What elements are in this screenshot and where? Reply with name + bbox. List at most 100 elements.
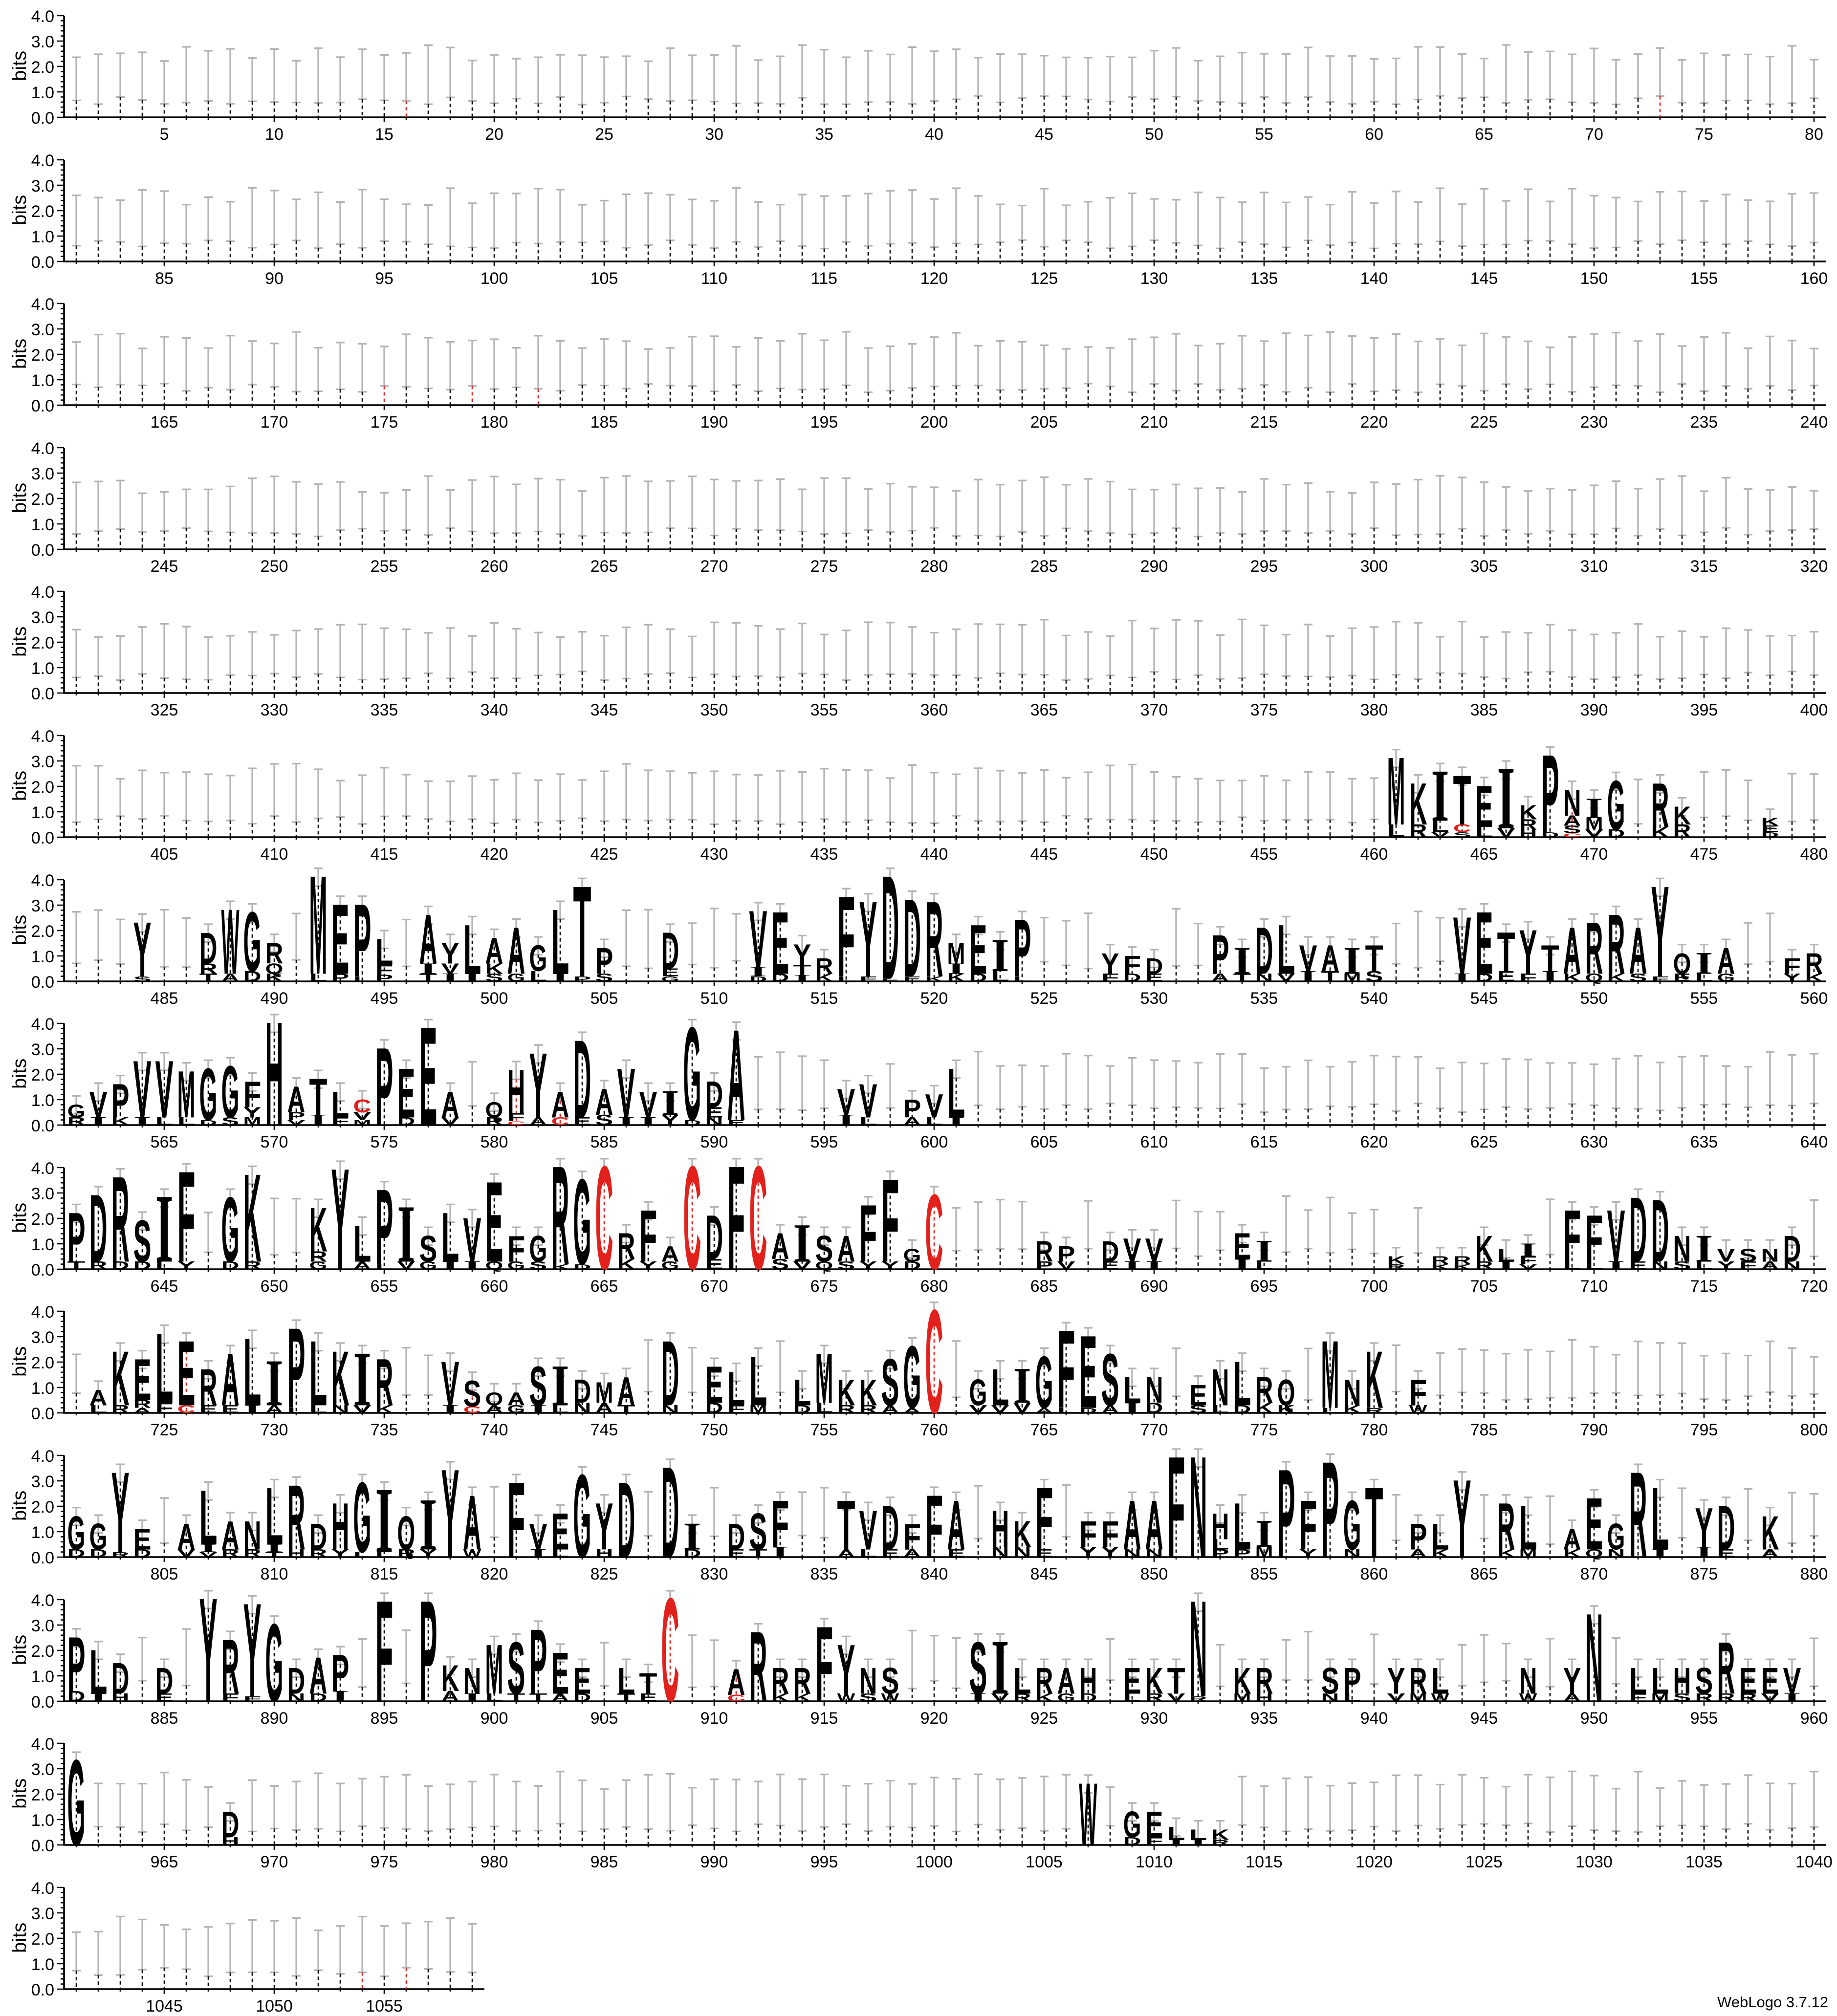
svg-text:85: 85 [155, 269, 174, 288]
svg-text:I: I [265, 1346, 284, 1420]
svg-text:F: F [1123, 951, 1141, 979]
svg-text:G: G [1607, 1516, 1625, 1558]
svg-text:610: 610 [1140, 1133, 1168, 1151]
svg-text:V: V [859, 1074, 877, 1128]
svg-text:D: D [1255, 913, 1273, 988]
svg-text:R: R [1629, 1447, 1647, 1583]
svg-text:985: 985 [590, 1853, 618, 1871]
svg-text:205: 205 [1030, 413, 1058, 432]
svg-text:G: G [67, 1734, 86, 1871]
svg-text:V: V [617, 1054, 635, 1133]
svg-text:E: E [1761, 1660, 1779, 1702]
svg-text:540: 540 [1360, 989, 1388, 1008]
svg-text:I: I [1431, 754, 1449, 837]
svg-text:870: 870 [1580, 1565, 1608, 1583]
svg-text:1.0: 1.0 [31, 1955, 54, 1974]
svg-text:95: 95 [375, 269, 394, 288]
svg-text:300: 300 [1360, 557, 1388, 576]
svg-text:1010: 1010 [1136, 1853, 1173, 1871]
svg-text:T: T [1365, 938, 1383, 979]
svg-text:P: P [1321, 1433, 1339, 1586]
svg-text:105: 105 [590, 269, 618, 288]
svg-text:F: F [243, 1074, 262, 1116]
svg-text:620: 620 [1360, 1133, 1388, 1151]
svg-text:365: 365 [1030, 701, 1058, 719]
svg-text:F: F [177, 1144, 196, 1289]
svg-text:G: G [573, 1450, 591, 1582]
svg-text:Y: Y [1519, 917, 1537, 987]
svg-text:L: L [793, 1372, 811, 1414]
svg-text:E: E [1145, 1804, 1163, 1846]
svg-text:D: D [89, 1174, 108, 1282]
svg-text:4.0: 4.0 [31, 1735, 54, 1754]
svg-text:950: 950 [1580, 1709, 1608, 1728]
svg-text:415: 415 [371, 845, 398, 864]
svg-text:3.0: 3.0 [31, 608, 54, 627]
svg-text:G: G [969, 1372, 987, 1414]
svg-text:880: 880 [1800, 1565, 1828, 1583]
svg-text:410: 410 [261, 845, 288, 864]
svg-text:80: 80 [1805, 125, 1823, 144]
svg-text:4.0: 4.0 [31, 439, 54, 458]
svg-text:I: I [419, 1483, 437, 1566]
svg-text:K: K [111, 1335, 130, 1422]
svg-text:660: 660 [481, 1277, 508, 1296]
svg-text:A: A [463, 1479, 481, 1566]
svg-text:350: 350 [700, 701, 728, 719]
svg-text:145: 145 [1470, 269, 1498, 288]
svg-text:230: 230 [1580, 413, 1608, 432]
svg-text:305: 305 [1470, 557, 1498, 576]
svg-text:4.0: 4.0 [31, 1879, 54, 1898]
svg-text:S: S [529, 1356, 547, 1418]
svg-text:R: R [1409, 1660, 1427, 1702]
svg-text:3.0: 3.0 [31, 1185, 54, 1203]
svg-text:M: M [947, 936, 965, 970]
svg-text:E: E [1475, 893, 1493, 993]
svg-text:120: 120 [920, 269, 948, 288]
svg-text:1045: 1045 [146, 1997, 183, 2016]
svg-text:1.0: 1.0 [31, 948, 54, 966]
svg-text:L: L [1629, 1660, 1647, 1702]
svg-text:G: G [89, 1516, 108, 1558]
svg-text:R: R [1585, 907, 1603, 990]
svg-text:K: K [309, 1194, 328, 1265]
svg-text:R: R [287, 1466, 306, 1569]
svg-text:K: K [1365, 1335, 1383, 1426]
svg-text:H: H [507, 1057, 525, 1127]
svg-text:165: 165 [151, 413, 178, 432]
svg-text:R: R [1651, 770, 1669, 841]
svg-text:R: R [815, 954, 833, 978]
svg-text:2.0: 2.0 [31, 1210, 54, 1229]
svg-text:175: 175 [371, 413, 398, 432]
svg-text:L: L [1431, 1660, 1449, 1702]
svg-text:515: 515 [810, 989, 838, 1008]
svg-text:240: 240 [1800, 413, 1828, 432]
svg-text:1.0: 1.0 [31, 803, 54, 822]
svg-text:S: S [815, 1228, 833, 1270]
svg-text:1035: 1035 [1685, 1853, 1723, 1871]
svg-text:920: 920 [920, 1709, 948, 1728]
svg-text:F: F [1299, 1485, 1317, 1564]
svg-text:0.0: 0.0 [31, 253, 54, 272]
svg-text:K: K [1013, 1514, 1031, 1555]
svg-text:190: 190 [700, 413, 728, 432]
svg-text:Y: Y [1387, 1660, 1405, 1702]
svg-text:V: V [1717, 1245, 1736, 1266]
svg-text:C: C [683, 1135, 701, 1301]
svg-text:845: 845 [1030, 1565, 1058, 1583]
svg-text:A: A [1321, 938, 1339, 979]
svg-text:K: K [331, 1335, 350, 1422]
svg-text:255: 255 [371, 557, 398, 576]
svg-text:L: L [727, 1362, 745, 1416]
svg-text:720: 720 [1800, 1277, 1828, 1296]
svg-text:D: D [573, 1373, 591, 1410]
svg-text:T: T [1541, 938, 1559, 979]
svg-text:940: 940 [1360, 1709, 1388, 1728]
svg-text:3.0: 3.0 [31, 1617, 54, 1635]
svg-text:695: 695 [1250, 1277, 1278, 1296]
svg-text:L: L [947, 1054, 965, 1133]
svg-text:E: E [1739, 1660, 1757, 1702]
svg-text:Q: Q [485, 1389, 503, 1410]
svg-text:K: K [1387, 1254, 1406, 1266]
svg-text:4.0: 4.0 [31, 7, 54, 26]
